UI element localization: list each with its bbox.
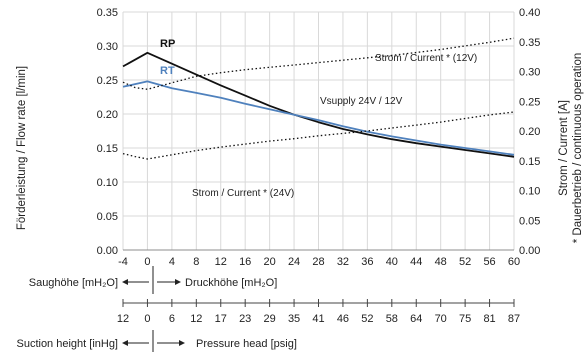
y2-tick-label: 0.10: [519, 186, 540, 198]
y2-tick-label: 0.20: [519, 126, 540, 138]
pressure-head-mh2o-label: Druckhöhe [mH₂O]: [185, 277, 277, 289]
scale2-tick-label: 58: [386, 313, 398, 325]
scale2-tick-label: 0: [144, 313, 150, 325]
scale2-tick-label: 70: [435, 313, 447, 325]
scale2-tick-label: 41: [312, 313, 324, 325]
series-line: [122, 51, 515, 158]
x-axis-ticks: -4 0 4 8 12 16 20 24 28 32 36 40 44 48 52 56 60: [118, 256, 520, 268]
x-tick-label: 0: [144, 256, 150, 268]
x-tick-label: 36: [361, 256, 373, 268]
y-tick-label: 0.15: [97, 143, 118, 155]
scale2-tick-label: 12: [117, 313, 129, 325]
y-tick-label: 0.35: [97, 7, 118, 19]
y-tick-label: 0.10: [97, 177, 118, 189]
x-tick-label: 8: [193, 256, 199, 268]
x-tick-label: 60: [508, 256, 520, 268]
scale2-tick-label: 64: [410, 313, 422, 325]
scale2-tick-label: 52: [361, 313, 373, 325]
x-tick-label: 44: [410, 256, 422, 268]
x-tick-label: 52: [459, 256, 471, 268]
y-axis-right-sublabel: * Dauerbetrieb / continuous operation: [572, 53, 584, 244]
y2-tick-label: 0.00: [519, 245, 540, 257]
y-axis-right-label: Strom / Current [A]: [558, 100, 570, 196]
x-tick-label: 56: [483, 256, 495, 268]
x-tick-label: 20: [264, 256, 276, 268]
y-tick-label: 0.20: [97, 109, 118, 121]
y2-tick-label: 0.15: [519, 156, 540, 168]
x-tick-label: 40: [386, 256, 398, 268]
label-vsupply: Vsupply 24V / 12V: [320, 96, 403, 107]
x-tick-label: 16: [239, 256, 251, 268]
x-tick-label: 28: [312, 256, 324, 268]
scale2-tick-label: 75: [459, 313, 471, 325]
scale2-tick-label: 29: [264, 313, 276, 325]
scale2-tick-label: 12: [190, 313, 202, 325]
scale2-tick-label: 23: [239, 313, 251, 325]
label-rp: RP: [160, 38, 175, 50]
y-axis-left-label: Förderleistung / Flow rate [l/min]: [16, 66, 28, 230]
y2-tick-label: 0.30: [519, 67, 540, 79]
scale2-tick-label: 35: [288, 313, 300, 325]
label-current-24v: Strom / Current * (24V): [192, 188, 294, 199]
y2-tick-label: 0.05: [519, 215, 540, 227]
y-tick-label: 0.00: [97, 245, 118, 257]
scale2-tick-label: 46: [337, 313, 349, 325]
scale-inhg-psig-ticks: 12 0 6 12 17 23 29 35 41 46 52 58 64 70 75 81 87: [117, 299, 520, 325]
suction-height-inhg-label: Suction height [inHg]: [16, 338, 118, 350]
y-axis-left-ticks: 0.00 0.05 0.10 0.15 0.20 0.25 0.30 0.35: [97, 7, 118, 257]
y-axis-right-ticks: 0.00 0.05 0.10 0.15 0.20 0.25 0.30 0.35 0.40: [519, 7, 540, 257]
x-tick-label: 24: [288, 256, 300, 268]
scale2-tick-label: 87: [508, 313, 520, 325]
pressure-head-psig-label: Pressure head [psig]: [196, 338, 297, 350]
y2-tick-label: 0.35: [519, 37, 540, 49]
y2-tick-label: 0.40: [519, 7, 540, 19]
suction-height-mh2o-label: Saughöhe [mH₂O]: [29, 277, 118, 289]
x-tick-label: 12: [215, 256, 227, 268]
y-tick-label: 0.25: [97, 75, 118, 87]
y2-tick-label: 0.25: [519, 96, 540, 108]
label-current-12v: Strom / Current * (12V): [375, 53, 477, 64]
scale-mh2o: Saughöhe [mH₂O] Druckhöhe [mH₂O]: [29, 266, 277, 294]
scale2-tick-label: 6: [169, 313, 175, 325]
x-tick-label: 4: [169, 256, 175, 268]
label-rt: RT: [160, 65, 175, 77]
x-tick-label: 32: [337, 256, 349, 268]
scale2-tick-label: 17: [215, 313, 227, 325]
series-lines: [122, 37, 515, 160]
series-line: [122, 80, 515, 156]
scale2-tick-label: 81: [483, 313, 495, 325]
y-tick-label: 0.30: [97, 41, 118, 53]
scale-inhg-psig: Suction height [inHg] Pressure head [psi…: [16, 302, 514, 352]
series-line: [122, 111, 515, 160]
x-tick-label: 48: [435, 256, 447, 268]
y-tick-label: 0.05: [97, 211, 118, 223]
x-tick-label: -4: [118, 256, 128, 268]
